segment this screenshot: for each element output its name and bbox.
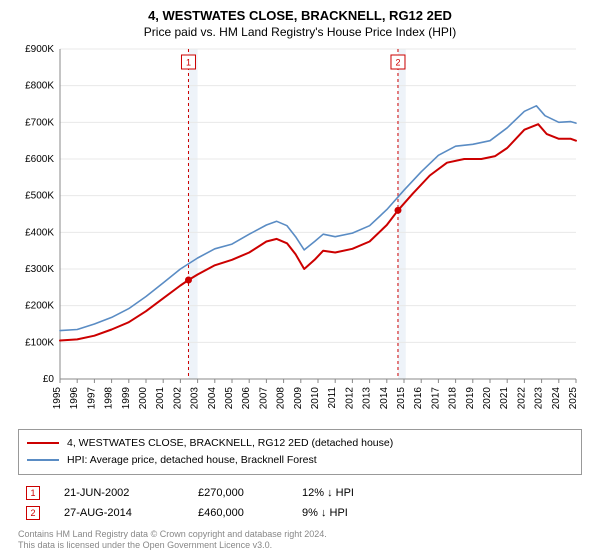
title-subtitle: Price paid vs. HM Land Registry's House … xyxy=(18,25,582,39)
svg-text:1997: 1997 xyxy=(86,387,97,410)
footer: Contains HM Land Registry data © Crown c… xyxy=(18,529,582,552)
sale-delta: 9% ↓ HPI xyxy=(302,507,402,519)
svg-text:2015: 2015 xyxy=(396,387,407,410)
svg-text:£600K: £600K xyxy=(25,154,54,165)
svg-text:1995: 1995 xyxy=(52,387,63,410)
legend: 4, WESTWATES CLOSE, BRACKNELL, RG12 2ED … xyxy=(18,429,582,475)
svg-text:2: 2 xyxy=(395,58,400,68)
sale-marker-icon: 1 xyxy=(26,486,40,500)
svg-text:£300K: £300K xyxy=(25,264,54,275)
svg-text:£500K: £500K xyxy=(25,191,54,202)
legend-label: 4, WESTWATES CLOSE, BRACKNELL, RG12 2ED … xyxy=(67,435,393,452)
sale-price: £270,000 xyxy=(198,487,278,499)
svg-text:£0: £0 xyxy=(43,374,55,385)
svg-text:2014: 2014 xyxy=(379,387,390,410)
svg-text:2022: 2022 xyxy=(516,387,527,410)
svg-text:£700K: £700K xyxy=(25,117,54,128)
sale-date: 21-JUN-2002 xyxy=(64,487,174,499)
svg-text:1998: 1998 xyxy=(104,387,115,410)
legend-item: HPI: Average price, detached house, Brac… xyxy=(27,452,573,469)
svg-text:1: 1 xyxy=(186,58,191,68)
line-chart: £0 £100K £200K £300K £400K £500K £600K £700K £80… xyxy=(18,45,582,421)
svg-text:2004: 2004 xyxy=(207,387,218,410)
footer-line: This data is licensed under the Open Gov… xyxy=(18,540,582,552)
chart-area: £0 £100K £200K £300K £400K £500K £600K £700K £80… xyxy=(18,45,582,421)
svg-text:2013: 2013 xyxy=(362,387,373,410)
svg-text:2012: 2012 xyxy=(344,387,355,410)
svg-text:2016: 2016 xyxy=(413,387,424,410)
svg-text:1999: 1999 xyxy=(121,387,132,410)
chart-container: 4, WESTWATES CLOSE, BRACKNELL, RG12 2ED … xyxy=(0,0,600,552)
svg-text:2003: 2003 xyxy=(190,387,201,410)
legend-swatch-price xyxy=(27,442,59,444)
sale-table: 1 21-JUN-2002 £270,000 12% ↓ HPI 2 27-AU… xyxy=(18,483,582,523)
svg-text:£900K: £900K xyxy=(25,45,54,55)
svg-text:£200K: £200K xyxy=(25,301,54,312)
svg-text:2008: 2008 xyxy=(276,387,287,410)
svg-text:2011: 2011 xyxy=(327,387,338,409)
svg-text:1996: 1996 xyxy=(69,387,80,410)
svg-text:2002: 2002 xyxy=(172,387,183,410)
svg-text:2024: 2024 xyxy=(551,387,562,410)
svg-text:2017: 2017 xyxy=(430,387,441,410)
svg-text:£400K: £400K xyxy=(25,227,54,238)
svg-text:2006: 2006 xyxy=(241,387,252,410)
svg-text:2021: 2021 xyxy=(499,387,510,410)
sale-date: 27-AUG-2014 xyxy=(64,507,174,519)
svg-text:2020: 2020 xyxy=(482,387,493,410)
legend-item: 4, WESTWATES CLOSE, BRACKNELL, RG12 2ED … xyxy=(27,435,573,452)
svg-text:2023: 2023 xyxy=(534,387,545,410)
svg-text:£100K: £100K xyxy=(25,337,54,348)
svg-text:2000: 2000 xyxy=(138,387,149,410)
sale-marker-icon: 2 xyxy=(26,506,40,520)
svg-text:£800K: £800K xyxy=(25,81,54,92)
svg-text:2001: 2001 xyxy=(155,387,166,410)
title-address: 4, WESTWATES CLOSE, BRACKNELL, RG12 2ED xyxy=(18,8,582,23)
footer-line: Contains HM Land Registry data © Crown c… xyxy=(18,529,582,541)
svg-text:2010: 2010 xyxy=(310,387,321,410)
legend-swatch-hpi xyxy=(27,459,59,461)
sale-delta: 12% ↓ HPI xyxy=(302,487,402,499)
svg-text:2019: 2019 xyxy=(465,387,476,410)
sale-row: 1 21-JUN-2002 £270,000 12% ↓ HPI xyxy=(18,483,582,503)
svg-text:2025: 2025 xyxy=(568,387,579,410)
legend-label: HPI: Average price, detached house, Brac… xyxy=(67,452,317,469)
sale-price: £460,000 xyxy=(198,507,278,519)
svg-text:2009: 2009 xyxy=(293,387,304,410)
svg-text:2018: 2018 xyxy=(448,387,459,410)
svg-text:2007: 2007 xyxy=(258,387,269,410)
sale-row: 2 27-AUG-2014 £460,000 9% ↓ HPI xyxy=(18,503,582,523)
svg-text:2005: 2005 xyxy=(224,387,235,410)
